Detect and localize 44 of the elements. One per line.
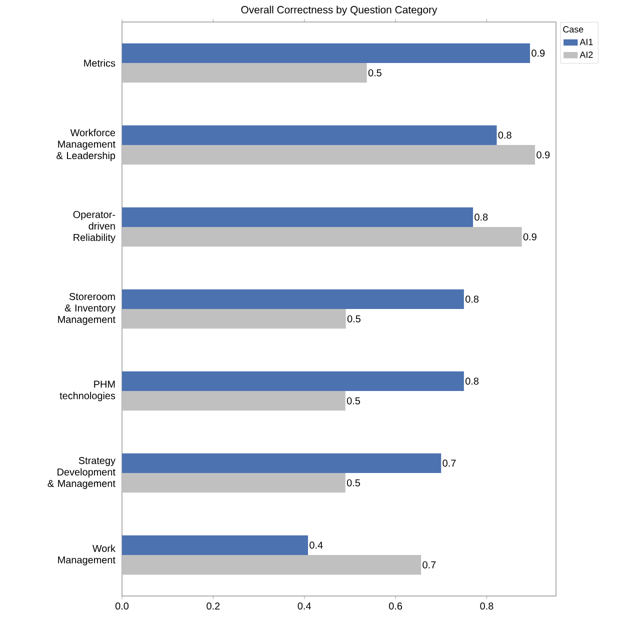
bar bbox=[122, 535, 308, 556]
bar bbox=[122, 555, 422, 575]
y-tick-label: Storeroom & Inventory Management bbox=[58, 293, 116, 325]
y-tick-label: Strategy Development & Management bbox=[48, 457, 116, 489]
y-tick-label: Work Management bbox=[58, 544, 116, 566]
bar bbox=[122, 473, 346, 493]
bar bbox=[122, 125, 497, 146]
data-label: 0.4 bbox=[310, 542, 323, 549]
data-label: 0.7 bbox=[422, 561, 436, 568]
data-label: 0.5 bbox=[346, 397, 360, 404]
data-label: 0.9 bbox=[523, 233, 536, 240]
bar bbox=[122, 309, 346, 329]
data-label: 0.7 bbox=[442, 460, 456, 467]
x-tick-label: 0.6 bbox=[389, 602, 402, 610]
legend-title: Case bbox=[563, 26, 584, 33]
bar bbox=[122, 453, 442, 474]
x-tick-label: 0.4 bbox=[298, 602, 311, 610]
bar bbox=[122, 43, 530, 63]
legend-label: AI1 bbox=[580, 38, 593, 46]
data-label: 0.8 bbox=[474, 214, 488, 221]
y-tick-label: Operator-driven Reliability bbox=[73, 211, 116, 243]
x-tick-label: 0.0 bbox=[115, 602, 129, 610]
data-label: 0.5 bbox=[347, 315, 360, 322]
bar bbox=[122, 371, 464, 392]
x-tick-label: 0.8 bbox=[480, 602, 494, 610]
bar bbox=[122, 63, 367, 83]
data-label: 0.8 bbox=[466, 378, 479, 385]
data-label: 0.5 bbox=[368, 69, 382, 76]
legend-label: AI2 bbox=[580, 52, 593, 58]
bar bbox=[122, 391, 346, 411]
data-label: 0.8 bbox=[466, 296, 479, 303]
bar bbox=[122, 289, 464, 310]
data-label: 0.5 bbox=[346, 479, 360, 486]
data-label: 0.8 bbox=[498, 132, 512, 139]
chart-title: Overall Correctness by Question Category bbox=[241, 6, 438, 16]
y-tick-label: Workforce Management & Leadership bbox=[56, 128, 116, 162]
bar bbox=[122, 207, 474, 228]
data-label: 0.9 bbox=[532, 50, 545, 57]
data-label: 0.9 bbox=[536, 151, 550, 158]
bar bbox=[122, 227, 522, 247]
y-tick-label: PHM technologies bbox=[60, 380, 116, 402]
bar bbox=[122, 145, 536, 165]
x-tick-label: 0.2 bbox=[206, 602, 220, 610]
y-tick-label: Metrics bbox=[84, 59, 116, 67]
